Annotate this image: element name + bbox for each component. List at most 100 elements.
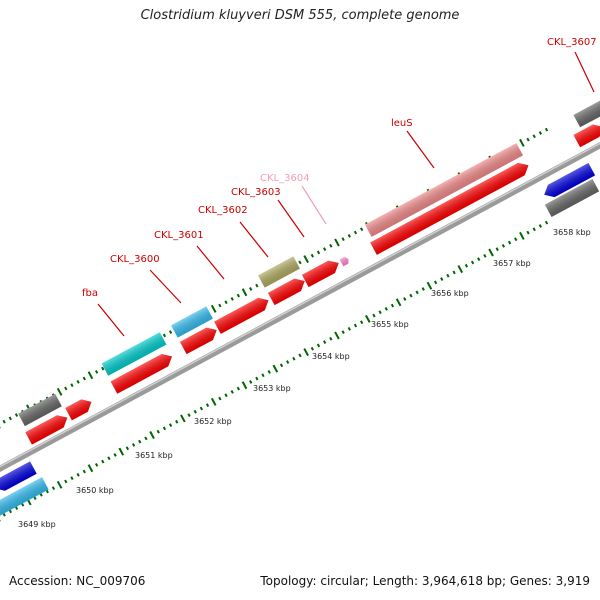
tick-mark (329, 243, 333, 248)
tick-mark (224, 300, 228, 305)
gene-red-small[interactable] (65, 396, 95, 421)
tick-mark (249, 287, 253, 291)
gene-red-4[interactable] (214, 294, 272, 334)
tick-mark (180, 414, 186, 423)
tick-mark (33, 496, 37, 500)
tick-mark (519, 138, 525, 147)
tick-mark (292, 356, 296, 361)
tick-mark (101, 459, 105, 464)
tick-mark (156, 429, 160, 434)
tick-mark (82, 469, 86, 474)
gene-grey-right[interactable] (573, 100, 600, 128)
tick-mark (56, 387, 63, 396)
gene-fba[interactable] (101, 332, 167, 376)
tick-mark (359, 227, 364, 232)
gene-lightblue-left[interactable] (0, 477, 49, 519)
gene-red-1[interactable] (25, 411, 70, 445)
gene-grey-left[interactable] (18, 393, 62, 427)
tick-mark (426, 281, 433, 290)
gene-red-3[interactable] (179, 324, 220, 355)
tick-mark (298, 260, 302, 265)
tick-mark (372, 313, 376, 318)
tick-mark (488, 248, 494, 257)
gene-ckl-3600[interactable] (171, 306, 213, 338)
tick-mark (51, 486, 56, 491)
gene-labels: fba CKL_3600 CKL_3601 CKL_3602 CKL_3603 … (82, 37, 597, 299)
tick-mark (70, 476, 74, 481)
tick-mark (316, 343, 321, 348)
tick-mark (452, 270, 456, 275)
gene-label-fba[interactable]: fba (82, 288, 98, 299)
gene-label-ckl-3601[interactable]: CKL_3601 (154, 230, 204, 241)
tick-mark (249, 380, 253, 384)
tick-mark (390, 303, 395, 308)
tick-mark (241, 288, 248, 297)
inner-tick-ring (0, 220, 549, 522)
kbp-label: 3654 kbp (312, 352, 350, 361)
tick-mark (94, 463, 99, 467)
gene-blue-left[interactable] (0, 461, 37, 494)
kbp-label: 3657 kbp (493, 259, 531, 268)
tick-mark (255, 376, 259, 381)
tick-mark (415, 290, 419, 295)
label-pointer (97, 303, 125, 337)
tick-mark (433, 280, 438, 285)
tick-mark (94, 370, 99, 374)
tick-mark (64, 386, 68, 391)
tick-mark (532, 227, 536, 232)
tick-mark (210, 304, 217, 313)
gene-blue-right[interactable] (541, 163, 596, 201)
tick-mark (526, 230, 530, 235)
gene-ckl-3602[interactable] (258, 256, 300, 288)
label-pointers (97, 51, 595, 337)
tick-mark (39, 492, 43, 497)
tick-mark (8, 509, 12, 514)
tick-mark (421, 287, 425, 291)
gene-red-right[interactable] (573, 121, 600, 148)
gene-label-leus[interactable]: leuS (391, 118, 413, 129)
tick-mark (477, 257, 481, 262)
tick-mark (378, 310, 382, 315)
tick-mark (323, 340, 327, 344)
tick-mark (403, 297, 407, 301)
tick-mark (347, 233, 351, 238)
gene-leus[interactable] (364, 143, 524, 237)
tick-mark (2, 419, 6, 424)
gene-red-leus[interactable] (370, 159, 532, 255)
tick-mark (138, 439, 142, 444)
tick-mark (82, 376, 86, 381)
tick-mark (255, 283, 259, 288)
label-pointer (574, 51, 595, 93)
gene-label-ckl-3602[interactable]: CKL_3602 (198, 205, 248, 216)
gene-red-2[interactable] (110, 350, 176, 394)
tick-mark (2, 512, 6, 517)
tick-mark (14, 506, 19, 510)
gene-label-ckl-3604[interactable]: CKL_3604 (260, 173, 310, 184)
gene-grey-right-inner[interactable] (544, 179, 600, 217)
tick-mark (470, 260, 475, 265)
tick-mark (87, 371, 94, 380)
tick-mark (359, 320, 364, 325)
tick-mark (353, 323, 358, 328)
tick-mark (87, 464, 94, 473)
tick-mark (303, 348, 309, 357)
label-pointer (406, 130, 435, 169)
tick-mark (21, 502, 25, 507)
tick-mark (495, 247, 499, 252)
tick-mark (230, 297, 234, 301)
gene-label-ckl-3603[interactable]: CKL_3603 (231, 187, 281, 198)
accession-text: Accession: NC_009706 (9, 574, 146, 588)
kbp-labels: 3649 kbp 3650 kbp 3651 kbp 3652 kbp 3653… (18, 228, 591, 529)
tick-mark (395, 298, 402, 307)
genome-backbone (0, 141, 600, 473)
label-pointer (196, 245, 225, 280)
map-title: Clostridium kluyveri DSM 555, complete g… (140, 8, 460, 23)
gene-label-ckl-3600[interactable]: CKL_3600 (110, 254, 160, 265)
gene-red-5[interactable] (267, 275, 308, 306)
tick-mark (162, 333, 167, 338)
tick-mark (464, 263, 469, 268)
gene-ckl-3604[interactable] (339, 256, 351, 267)
gene-label-ckl-3607[interactable]: CKL_3607 (547, 37, 597, 48)
gene-red-6[interactable] (301, 257, 342, 288)
label-pointer (301, 185, 327, 225)
